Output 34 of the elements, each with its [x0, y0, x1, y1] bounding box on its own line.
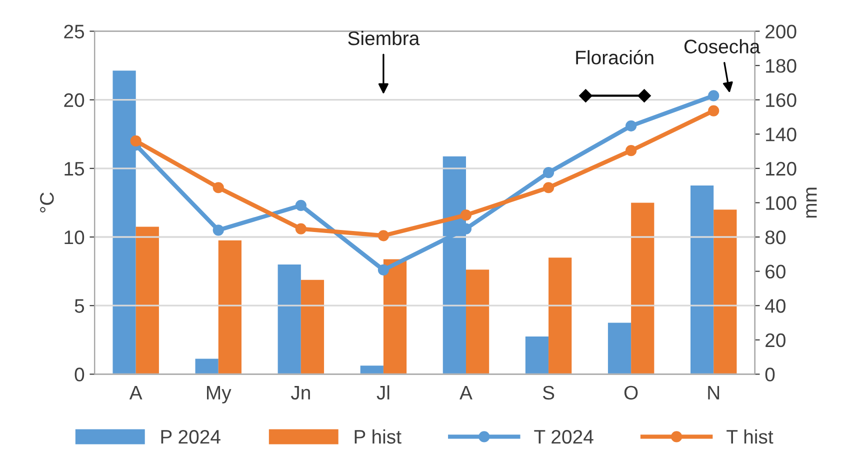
y2-tick-label: 20	[766, 333, 786, 348]
legend-label: P 2024	[161, 430, 220, 444]
y2-tick-label: 180	[766, 58, 796, 73]
legend-label: T 2024	[534, 430, 594, 444]
y-tick-label: 0	[74, 368, 84, 382]
y2-tick-label: 40	[765, 299, 786, 313]
legend-label: P hist	[354, 429, 402, 444]
y2-tick-label: 120	[766, 162, 796, 176]
x-tick-label: Jl	[376, 385, 390, 400]
annotation: Siembra	[348, 30, 420, 46]
y-tick-label: 5	[74, 299, 84, 313]
x-tick-label: Jn	[290, 386, 310, 400]
y-tick-label: 20	[64, 93, 84, 108]
annotation: Floración	[576, 50, 654, 64]
y2-tick-label: 60	[766, 264, 786, 279]
y2-tick-label: 100	[766, 196, 796, 210]
y2-tick-label: 140	[766, 128, 796, 142]
x-tick-label: A	[129, 386, 142, 400]
annotation: Cosecha	[684, 39, 760, 54]
x-tick-label: S	[542, 386, 554, 400]
y-tick-label: 15	[64, 162, 84, 176]
x-tick-label: N	[708, 386, 720, 400]
y2-tick-label: 200	[766, 24, 796, 38]
y2-tick-label: 80	[765, 230, 786, 244]
y-axis-title: °C	[40, 192, 54, 212]
y2-tick-label: 160	[766, 93, 796, 108]
y2-tick-label: 0	[765, 368, 775, 382]
legend-label: T hist	[726, 429, 774, 444]
x-tick-label: O	[624, 386, 638, 400]
y-tick-label: 25	[64, 24, 84, 38]
x-tick-label: My	[207, 386, 232, 404]
y-tick-label: 10	[64, 230, 84, 244]
x-tick-label: A	[460, 386, 472, 400]
y2-axis-title: mm	[806, 188, 817, 218]
